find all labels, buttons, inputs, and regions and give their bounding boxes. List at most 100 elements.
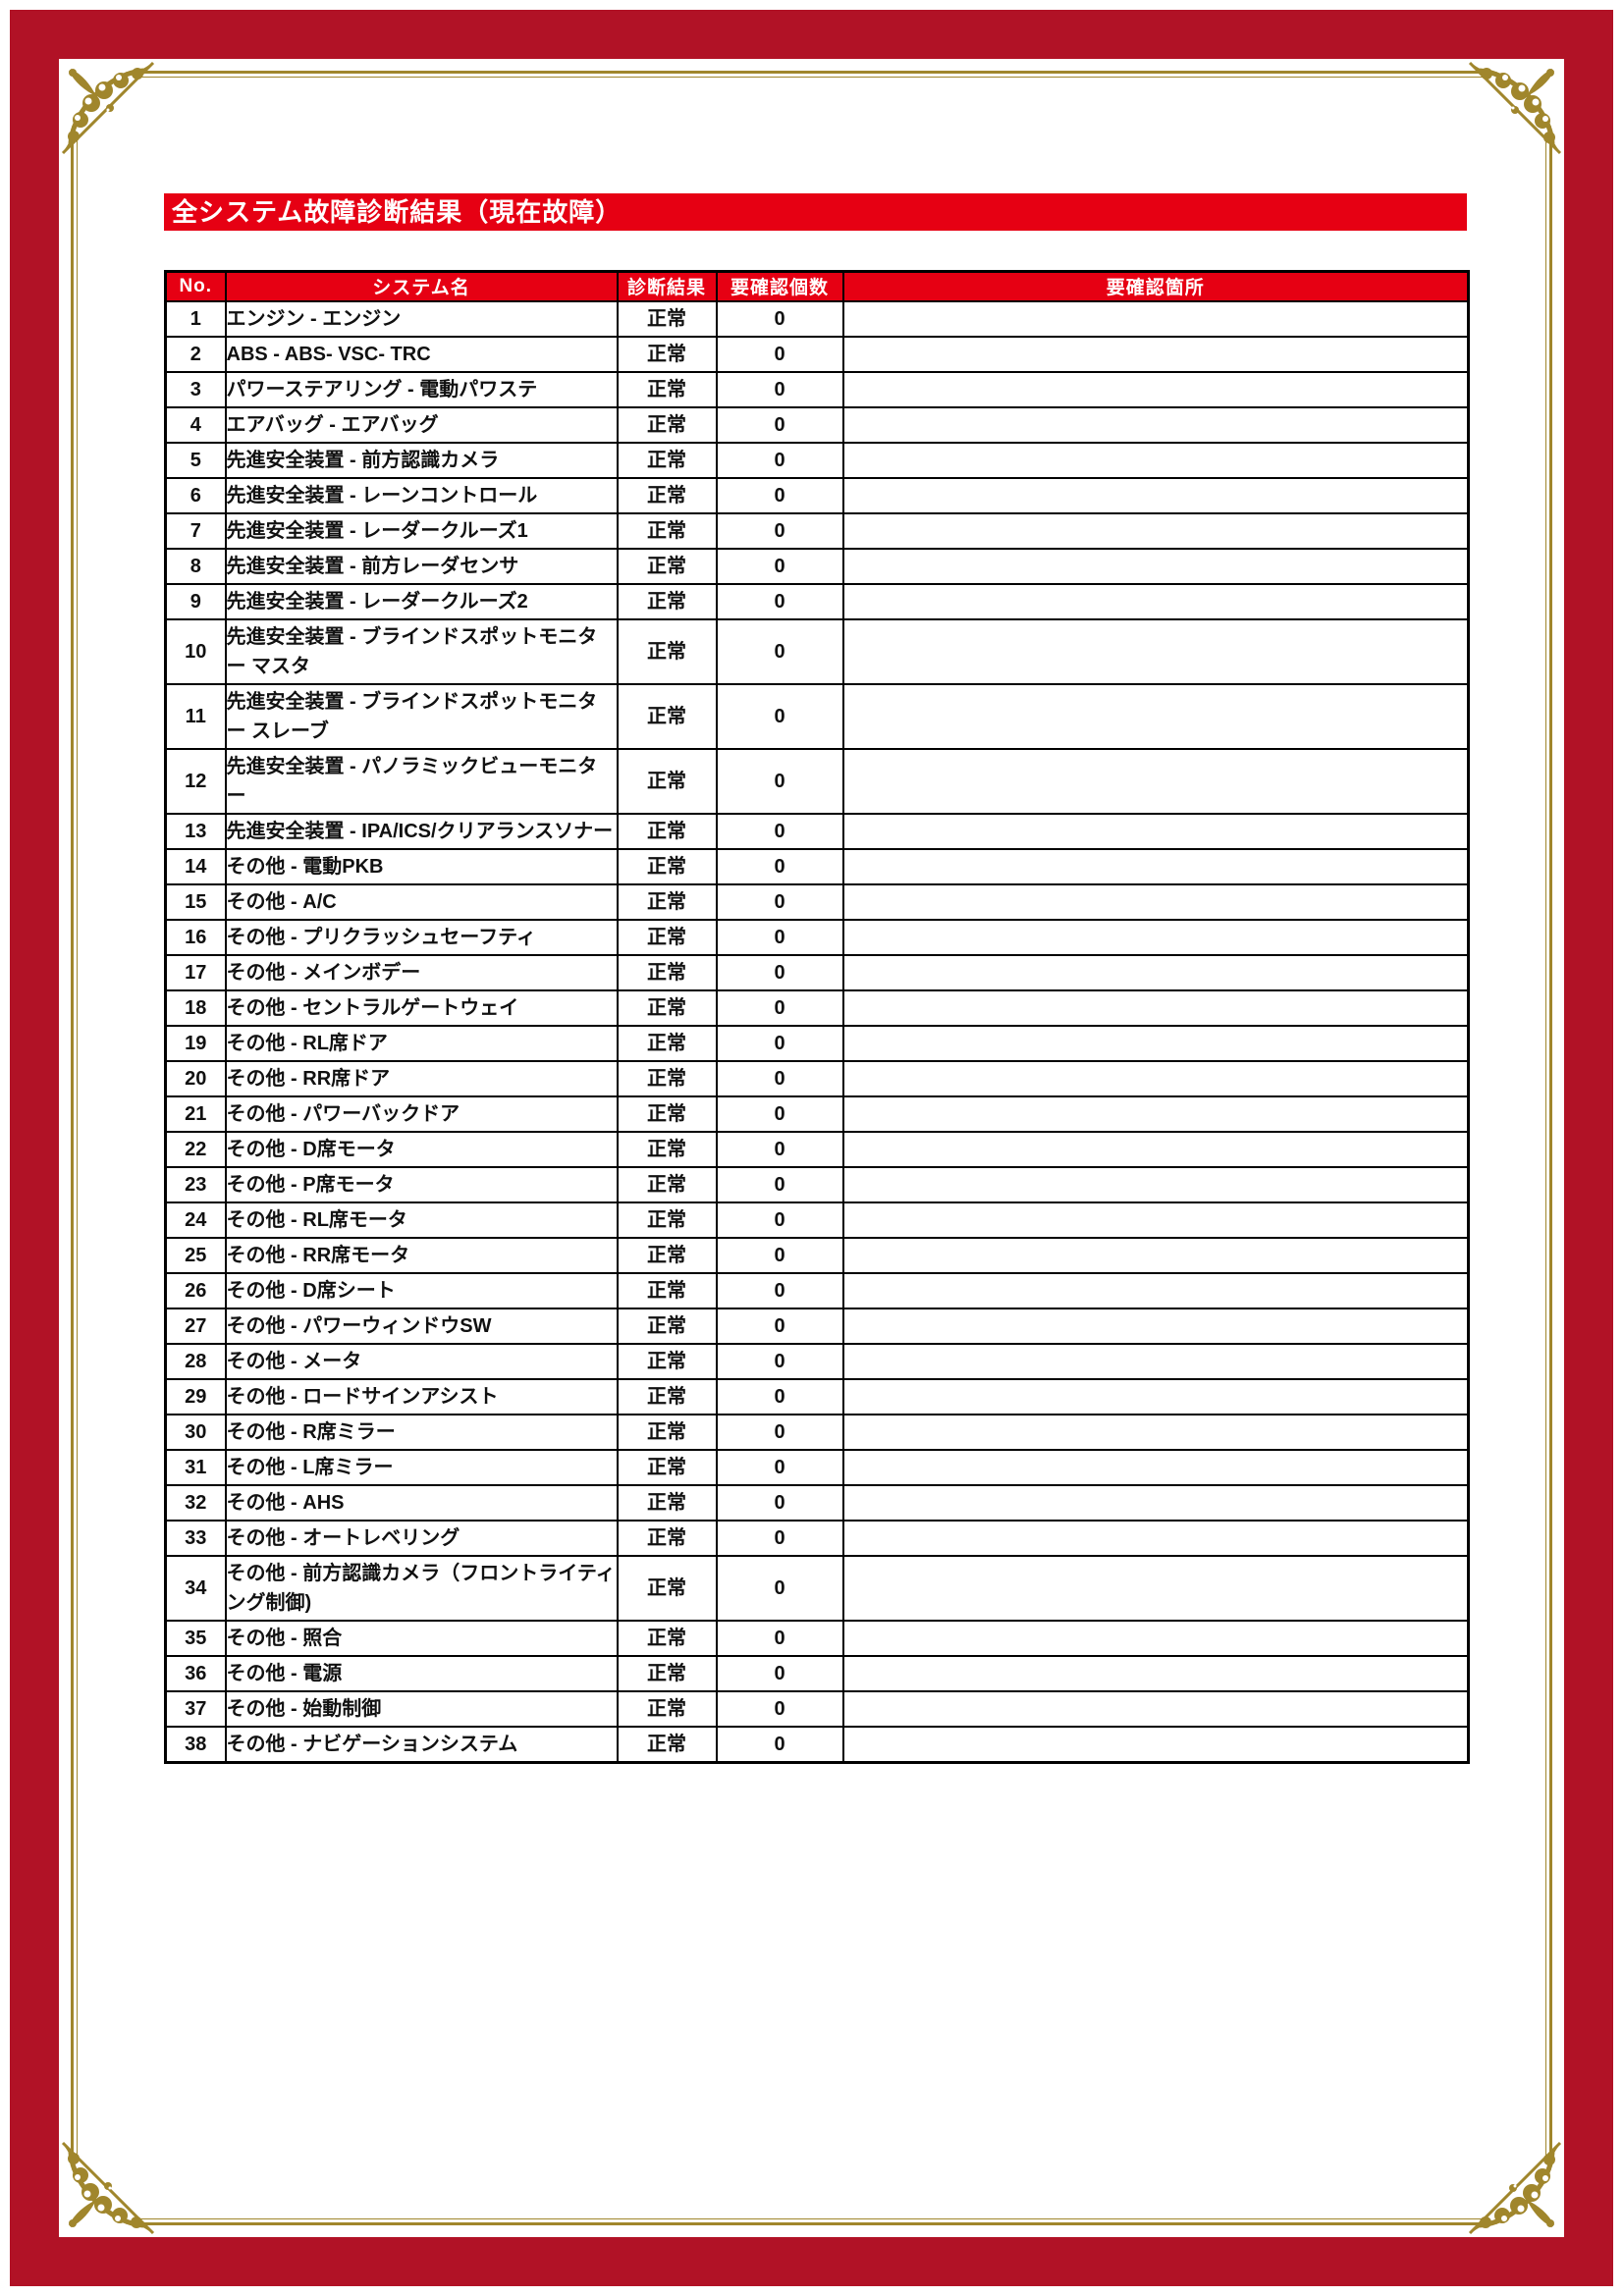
check-location-cell bbox=[841, 335, 1470, 373]
row-number-cell: 2 bbox=[164, 335, 227, 373]
row-number-cell: 17 bbox=[164, 953, 227, 991]
table-row: 13 先進安全装置 - IPA/ICS/クリアランスソナー 正常 0 bbox=[164, 812, 1470, 850]
system-name-cell: その他 - RR席ドア bbox=[224, 1059, 619, 1097]
diagnosis-result-cell: 正常 bbox=[616, 1307, 718, 1345]
check-count-cell: 0 bbox=[715, 812, 844, 850]
diagnosis-result-cell: 正常 bbox=[616, 1619, 718, 1657]
check-location-cell bbox=[841, 988, 1470, 1027]
table-row: 36 その他 - 電源 正常 0 bbox=[164, 1654, 1470, 1692]
diagnosis-result-cell: 正常 bbox=[616, 1201, 718, 1239]
table-row: 32 その他 - AHS 正常 0 bbox=[164, 1483, 1470, 1522]
check-location-cell bbox=[841, 1201, 1470, 1239]
table-row: 15 その他 - A/C 正常 0 bbox=[164, 882, 1470, 921]
check-count-cell: 0 bbox=[715, 441, 844, 479]
diagnostic-results-table: No. システム名 診断結果 要確認個数 要確認箇所 1 エンジ bbox=[164, 270, 1470, 1764]
diagnosis-result-cell: 正常 bbox=[616, 476, 718, 514]
table-body: 1 エンジン - エンジン 正常 0 2 ABS - ABS- VSC- TRC… bbox=[164, 299, 1470, 1763]
system-name-cell: 先進安全装置 - ブラインドスポットモニター マスタ bbox=[224, 617, 619, 685]
table-header-row: No. システム名 診断結果 要確認個数 要確認箇所 bbox=[164, 270, 1470, 302]
system-name-cell: エンジン - エンジン bbox=[224, 299, 619, 338]
system-name-cell: 先進安全装置 - レーダークルーズ2 bbox=[224, 582, 619, 620]
table-row: 21 その他 - パワーバックドア 正常 0 bbox=[164, 1095, 1470, 1133]
diagnosis-result-cell: 正常 bbox=[616, 1130, 718, 1168]
check-count-cell: 0 bbox=[715, 1165, 844, 1203]
table-row: 6 先進安全装置 - レーンコントロール 正常 0 bbox=[164, 476, 1470, 514]
table-row: 26 その他 - D席シート 正常 0 bbox=[164, 1271, 1470, 1309]
check-location-cell bbox=[841, 370, 1470, 408]
check-location-cell bbox=[841, 1236, 1470, 1274]
system-name-cell: その他 - 始動制御 bbox=[224, 1689, 619, 1728]
diagnosis-result-cell: 正常 bbox=[616, 370, 718, 408]
check-count-cell: 0 bbox=[715, 1201, 844, 1239]
row-number-cell: 3 bbox=[164, 370, 227, 408]
system-name-cell: その他 - RL席モータ bbox=[224, 1201, 619, 1239]
table-header: No. システム名 診断結果 要確認個数 要確認箇所 bbox=[164, 270, 1470, 302]
table-row: 18 その他 - セントラルゲートウェイ 正常 0 bbox=[164, 988, 1470, 1027]
system-name-cell: その他 - メインボデー bbox=[224, 953, 619, 991]
row-number-cell: 29 bbox=[164, 1377, 227, 1415]
table-row: 8 先進安全装置 - 前方レーダセンサ 正常 0 bbox=[164, 547, 1470, 585]
table-row: 37 その他 - 始動制御 正常 0 bbox=[164, 1689, 1470, 1728]
system-name-cell: その他 - R席ミラー bbox=[224, 1413, 619, 1451]
row-number-cell: 5 bbox=[164, 441, 227, 479]
system-name-cell: その他 - 電動PKB bbox=[224, 847, 619, 885]
check-count-cell: 0 bbox=[715, 476, 844, 514]
system-name-cell: その他 - パワーバックドア bbox=[224, 1095, 619, 1133]
check-location-cell bbox=[841, 812, 1470, 850]
row-number-cell: 14 bbox=[164, 847, 227, 885]
row-number-cell: 23 bbox=[164, 1165, 227, 1203]
corner-ornament-icon bbox=[1466, 2139, 1564, 2237]
check-location-cell bbox=[841, 1307, 1470, 1345]
corner-ornament-icon bbox=[59, 59, 157, 157]
diagnosis-result-cell: 正常 bbox=[616, 441, 718, 479]
check-count-cell: 0 bbox=[715, 1236, 844, 1274]
row-number-cell: 19 bbox=[164, 1024, 227, 1062]
row-number-cell: 38 bbox=[164, 1725, 227, 1763]
check-location-cell bbox=[841, 1483, 1470, 1522]
check-location-cell bbox=[841, 617, 1470, 685]
table-row: 11 先進安全装置 - ブラインドスポットモニター スレーブ 正常 0 bbox=[164, 682, 1470, 750]
table-row: 30 その他 - R席ミラー 正常 0 bbox=[164, 1413, 1470, 1451]
system-name-cell: パワーステアリング - 電動パワステ bbox=[224, 370, 619, 408]
diagnosis-result-cell: 正常 bbox=[616, 1483, 718, 1522]
diagnosis-result-cell: 正常 bbox=[616, 953, 718, 991]
table-row: 7 先進安全装置 - レーダークルーズ1 正常 0 bbox=[164, 511, 1470, 550]
column-header: No. bbox=[164, 270, 227, 302]
check-location-cell bbox=[841, 511, 1470, 550]
check-location-cell bbox=[841, 1619, 1470, 1657]
check-location-cell bbox=[841, 1095, 1470, 1133]
check-location-cell bbox=[841, 1165, 1470, 1203]
check-count-cell: 0 bbox=[715, 1725, 844, 1763]
system-name-cell: その他 - P席モータ bbox=[224, 1165, 619, 1203]
check-count-cell: 0 bbox=[715, 1619, 844, 1657]
check-location-cell bbox=[841, 953, 1470, 991]
table-row: 35 その他 - 照合 正常 0 bbox=[164, 1619, 1470, 1657]
system-name-cell: 先進安全装置 - 前方レーダセンサ bbox=[224, 547, 619, 585]
system-name-cell: 先進安全装置 - ブラインドスポットモニター スレーブ bbox=[224, 682, 619, 750]
check-location-cell bbox=[841, 847, 1470, 885]
check-location-cell bbox=[841, 441, 1470, 479]
row-number-cell: 35 bbox=[164, 1619, 227, 1657]
check-count-cell: 0 bbox=[715, 582, 844, 620]
check-location-cell bbox=[841, 1519, 1470, 1557]
system-name-cell: その他 - メータ bbox=[224, 1342, 619, 1380]
diagnosis-result-cell: 正常 bbox=[616, 1059, 718, 1097]
row-number-cell: 32 bbox=[164, 1483, 227, 1522]
check-count-cell: 0 bbox=[715, 547, 844, 585]
row-number-cell: 16 bbox=[164, 918, 227, 956]
check-location-cell bbox=[841, 1271, 1470, 1309]
row-number-cell: 10 bbox=[164, 617, 227, 685]
check-location-cell bbox=[841, 682, 1470, 750]
diagnosis-result-cell: 正常 bbox=[616, 1519, 718, 1557]
diagnosis-result-cell: 正常 bbox=[616, 847, 718, 885]
table-row: 22 その他 - D席モータ 正常 0 bbox=[164, 1130, 1470, 1168]
table-row: 23 その他 - P席モータ 正常 0 bbox=[164, 1165, 1470, 1203]
row-number-cell: 36 bbox=[164, 1654, 227, 1692]
table-row: 14 その他 - 電動PKB 正常 0 bbox=[164, 847, 1470, 885]
system-name-cell: 先進安全装置 - レーダークルーズ1 bbox=[224, 511, 619, 550]
table-row: 27 その他 - パワーウィンドウSW 正常 0 bbox=[164, 1307, 1470, 1345]
system-name-cell: その他 - 前方認識カメラ（フロントライティング制御) bbox=[224, 1554, 619, 1622]
check-count-cell: 0 bbox=[715, 1413, 844, 1451]
table-row: 33 その他 - オートレベリング 正常 0 bbox=[164, 1519, 1470, 1557]
check-count-cell: 0 bbox=[715, 953, 844, 991]
